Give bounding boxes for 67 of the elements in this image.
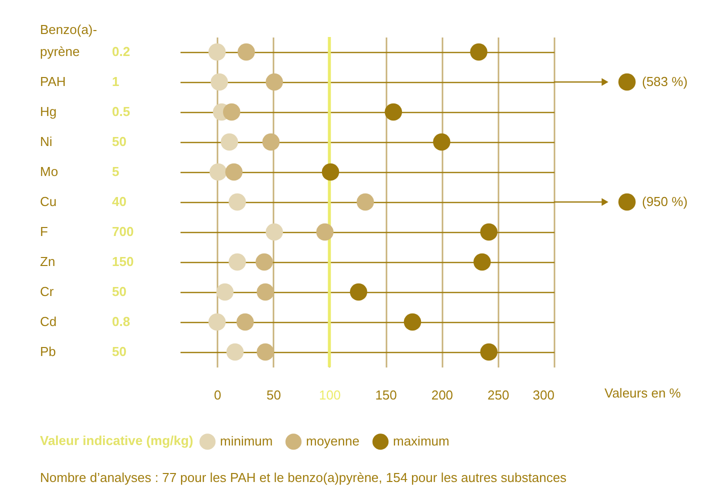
y-tick-label: Benzo(a)-pyrène <box>40 22 98 59</box>
x-tick-label: 200 <box>431 388 454 402</box>
point <box>433 133 450 151</box>
legend-label: moyenne <box>306 434 360 449</box>
y2-tick-label: 40 <box>112 194 126 209</box>
point <box>226 343 244 361</box>
x-tick-label: 50 <box>266 388 281 402</box>
point <box>322 163 340 181</box>
point <box>480 223 498 241</box>
text: (950 %) <box>642 194 688 209</box>
point <box>208 43 226 61</box>
point <box>256 253 273 271</box>
point <box>262 133 280 151</box>
point <box>208 313 226 331</box>
point <box>236 313 254 331</box>
x-tick-label: 300 <box>532 388 554 402</box>
x-tick-label: 100 <box>319 388 341 402</box>
point <box>256 283 274 301</box>
y2-tick-label: 0.8 <box>112 314 130 329</box>
y-tick-label: F <box>40 224 48 239</box>
y-tick-label: Pb <box>40 344 56 359</box>
y2-tick-label: 700 <box>112 224 134 239</box>
point <box>404 313 422 331</box>
x-axis-title: Valeurs en % <box>604 386 682 400</box>
y-tick-label: Cr <box>40 284 54 299</box>
y-tick-label: Hg <box>40 104 57 119</box>
y-tick-label: Ni <box>40 134 52 149</box>
legend-label: minimum <box>220 434 273 449</box>
y-tick-label: Cu <box>40 194 57 209</box>
point <box>384 103 402 121</box>
x-tick-label: 0 <box>214 388 222 402</box>
y2-tick-label: 0.2 <box>112 44 130 59</box>
point <box>256 343 274 361</box>
point <box>228 253 246 271</box>
point <box>238 43 255 61</box>
x-tick-label: 150 <box>375 388 397 402</box>
point <box>228 193 246 211</box>
y2-tick-label: 50 <box>112 284 126 299</box>
point <box>470 43 488 61</box>
point <box>220 133 238 151</box>
y2-tick-label: 5 <box>112 164 120 179</box>
legend-label: maximum <box>393 434 450 449</box>
y2-tick-label: 0.5 <box>112 104 130 119</box>
point <box>216 283 234 301</box>
y-tick-label: Zn <box>40 254 56 269</box>
point <box>473 253 491 271</box>
point <box>225 163 243 181</box>
point <box>223 103 240 121</box>
y2-tick-label: 50 <box>112 344 126 359</box>
y-tick-label: PAH <box>40 74 66 89</box>
point <box>266 223 283 241</box>
y-tick-label: Mo <box>40 164 58 179</box>
point <box>356 193 374 211</box>
y-tick-label: Cd <box>40 314 57 329</box>
point <box>266 73 283 91</box>
x-tick-label: 250 <box>487 388 510 402</box>
legend-title: Valeur indicative (mg/kg) <box>40 433 194 448</box>
y2-tick-label: 1 <box>112 74 120 89</box>
point <box>350 283 368 301</box>
point <box>210 163 227 181</box>
text: (583 %) <box>642 74 688 89</box>
y2-tick-label: 150 <box>112 254 134 269</box>
point <box>480 343 498 361</box>
y2-tick-label: 50 <box>112 134 126 149</box>
point <box>210 73 228 91</box>
text: Nombre d’analyses : 77 pour les PAH et le benzo(a)pyrène, 154 pour les autres substances <box>40 470 568 485</box>
point <box>316 223 334 241</box>
